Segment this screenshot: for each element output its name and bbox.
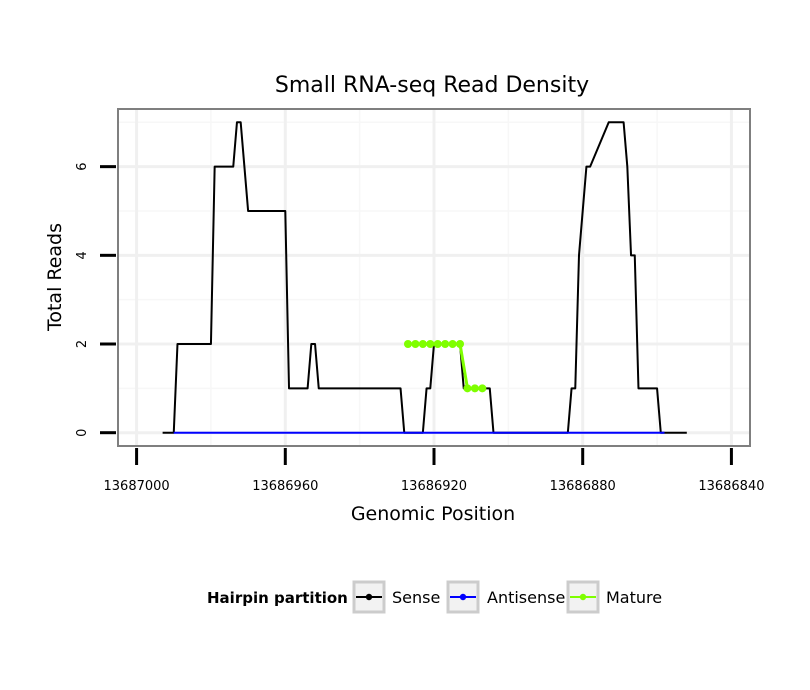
legend: Hairpin partition Sense Antisense Mature (207, 580, 662, 614)
data-point-mature (448, 340, 457, 349)
data-point-mature (470, 384, 479, 393)
legend-key-point-mature (579, 593, 587, 601)
legend-label-antisense: Antisense (487, 588, 565, 607)
y-tick-label: 6 (75, 163, 90, 171)
plot-area (117, 108, 751, 447)
data-point-mature (433, 340, 442, 349)
data-point-mature (463, 384, 472, 393)
legend-key-point-sense (365, 593, 373, 601)
chart-title: Small RNA-seq Read Density (275, 73, 589, 98)
plot-panel-border (117, 108, 751, 447)
legend-label-sense: Sense (392, 588, 440, 607)
x-tick-label: 13686840 (698, 479, 764, 494)
data-point-mature (456, 340, 465, 349)
data-point-mature (426, 340, 435, 349)
data-point-mature (478, 384, 487, 393)
data-point-mature (441, 340, 450, 349)
y-tick-label: 0 (75, 429, 90, 437)
x-tick-label: 13686880 (550, 479, 616, 494)
legend-label-mature: Mature (606, 588, 662, 607)
series-line-sense (162, 121, 687, 434)
y-axis-title: Total Reads (44, 223, 66, 332)
legend-entry-antisense: Antisense (446, 580, 565, 614)
legend-entry-sense: Sense (352, 580, 440, 614)
legend-title: Hairpin partition (207, 589, 348, 607)
data-point-mature (403, 340, 412, 349)
legend-entry-mature: Mature (566, 580, 662, 614)
y-tick-label: 2 (75, 340, 90, 348)
y-tick-label: 4 (75, 251, 90, 259)
legend-key-point-antisense (459, 593, 467, 601)
data-point-mature (418, 340, 427, 349)
x-axis-title: Genomic Position (351, 503, 515, 525)
x-tick-label: 13687000 (104, 479, 170, 494)
y-axis: 0 2 4 6 (75, 163, 116, 437)
x-axis: 13687000 13686960 13686920 13686880 13686840 (104, 448, 764, 494)
x-tick-label: 13686960 (252, 479, 318, 494)
data-series (162, 121, 687, 434)
x-tick-label: 13686920 (401, 479, 467, 494)
data-point-mature (411, 340, 420, 349)
